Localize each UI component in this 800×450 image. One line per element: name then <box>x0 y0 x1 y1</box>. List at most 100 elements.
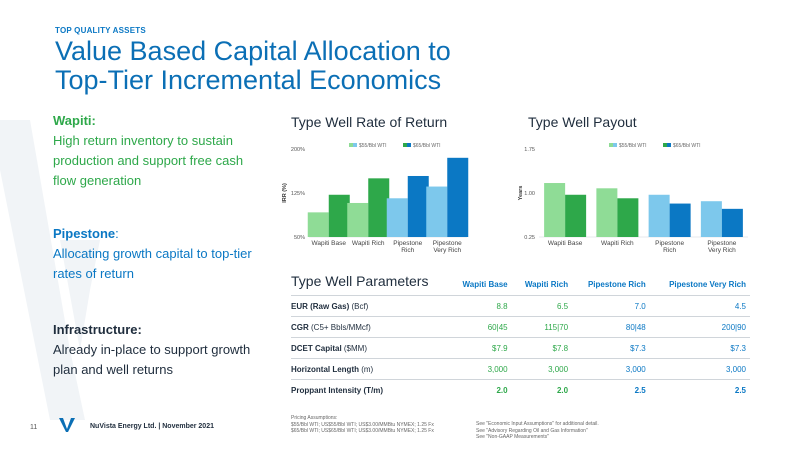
infrastructure-block: Infrastructure: Already in-place to supp… <box>53 322 263 380</box>
payout-chart-title: Type Well Payout <box>528 114 637 130</box>
col-header: Pipestone Very Rich <box>669 279 746 289</box>
y-tick-label: 0.25 <box>524 235 535 241</box>
row-unit-text: ($MM) <box>341 343 367 353</box>
params-cell: 8.8 <box>449 295 512 317</box>
legend-label: $65/Bbl WTI <box>413 143 441 149</box>
legend-swatch <box>609 143 613 147</box>
legend-label: $65/Bbl WTI <box>673 143 701 149</box>
col-header: Pipestone Rich <box>587 279 646 289</box>
params-row-label: EUR (Raw Gas) (Bcf) <box>291 295 449 317</box>
wapiti-block: Wapiti: High return inventory to sustain… <box>53 113 263 226</box>
params-row: EUR (Raw Gas) (Bcf) 8.8 6.5 7.0 4.5 <box>291 295 750 317</box>
x-tick-label: Very Rich <box>708 247 736 254</box>
pipestone-heading: Pipestone: <box>53 226 263 241</box>
params-cell: 2.5 <box>572 379 650 400</box>
title-line-2: Top-Tier Incremental Economics <box>55 65 442 95</box>
bar <box>386 198 408 237</box>
params-cell: 115|70 <box>511 316 573 338</box>
note-2: See "Advisory Regarding Oil and Gas Info… <box>476 427 588 434</box>
pricing-footnote: Pricing Assumptions: $55/Bbl WTI; US$55/… <box>291 415 434 435</box>
legend-swatch <box>663 143 667 147</box>
title-line-1: Value Based Capital Allocation to <box>55 36 451 66</box>
params-cell: $7.8 <box>511 337 573 359</box>
params-table: Wapiti Base Wapiti Rich Pipestone Rich P… <box>291 273 750 400</box>
bar <box>307 212 329 237</box>
legend-swatch <box>353 143 357 147</box>
y-tick-label: 50% <box>294 235 305 241</box>
params-cell: 2.0 <box>449 379 512 400</box>
left-column: Wapiti: High return inventory to sustain… <box>53 113 263 380</box>
params-header-row: Wapiti Base Wapiti Rich Pipestone Rich P… <box>291 273 750 296</box>
row-unit-text: (C5+ Bbls/MMcf) <box>308 322 371 332</box>
wapiti-text: High return inventory to sustain product… <box>53 133 244 188</box>
x-tick-label: Pipestone <box>393 240 422 247</box>
x-tick-label: Pipestone <box>655 240 684 247</box>
bar <box>447 157 469 237</box>
x-tick-label: Wapiti Rich <box>601 240 634 247</box>
row-label-text: CGR <box>291 322 309 332</box>
company-footer: NuVista Energy Ltd. | November 2021 <box>90 423 214 430</box>
x-tick-label: Wapiti Base <box>548 240 583 247</box>
col-header: Wapiti Rich <box>524 279 569 289</box>
bar <box>328 194 350 237</box>
bar <box>544 183 566 237</box>
notes-footnote: See "Economic Input Assumptions" for add… <box>476 421 599 441</box>
row-unit-text: (T/m) <box>361 385 384 395</box>
params-body: EUR (Raw Gas) (Bcf) 8.8 6.5 7.0 4.5 CGR (C5+ … <box>291 295 750 400</box>
legend-label: $55/Bbl WTI <box>619 143 647 149</box>
legend-swatch <box>667 143 671 147</box>
row-unit-text: (m) <box>359 364 374 374</box>
bar <box>700 201 722 237</box>
row-label-text: EUR (Raw Gas) <box>291 301 350 311</box>
pricing-line-1: $55/Bbl WTI; US$55/Bbl WTI; US$3.00/MMBt… <box>291 421 434 428</box>
params-row: Horizontal Length (m) 3,000 3,000 3,000 3,00… <box>291 358 750 380</box>
section-eyebrow: TOP QUALITY ASSETS <box>55 26 146 35</box>
params-row: DCET Capital ($MM) $7.9 $7.8 $7.3 $7.3 <box>291 337 750 359</box>
pipestone-text: Allocating growth capital to top-tier ra… <box>53 246 252 281</box>
params-cell: 3,000 <box>649 358 750 380</box>
x-tick-label: Very Rich <box>433 247 461 254</box>
nuvista-logo-icon <box>59 418 75 432</box>
x-tick-label: Wapiti Rich <box>352 240 385 247</box>
legend-swatch <box>407 143 411 147</box>
params-title: Type Well Parameters <box>291 273 429 289</box>
bar <box>669 203 691 237</box>
note-1: See "Economic Input Assumptions" for add… <box>476 421 599 427</box>
irr-chart: 200% 125% 50% IRR (%) $55/Bbl WTI $65/Bbl WTI… <box>282 143 469 254</box>
bar <box>617 198 639 237</box>
params-cell: 7.0 <box>572 295 650 317</box>
params-row-label: Horizontal Length (m) <box>291 358 449 380</box>
legend-label: $55/Bbl WTI <box>359 143 387 149</box>
row-label-text: DCET Capital <box>291 343 342 353</box>
infrastructure-label: Infrastructure: <box>53 322 142 337</box>
irr-chart-title: Type Well Rate of Return <box>291 114 448 130</box>
params-cell: 2.5 <box>649 379 750 400</box>
x-tick-label: Rich <box>401 247 414 254</box>
infrastructure-text: Already in-place to support growth plan … <box>53 342 251 377</box>
params-cell: $7.3 <box>649 337 750 359</box>
params-row-label: CGR (C5+ Bbls/MMcf) <box>291 316 449 338</box>
params-row-label: Proppant Intensity (T/m) <box>291 379 449 400</box>
y-tick-label: 1.00 <box>524 191 535 197</box>
note-3: See "Non-GAAP Measurements" <box>476 434 549 440</box>
params-cell: 200|90 <box>649 316 750 338</box>
pricing-title: Pricing Assumptions: <box>291 415 338 421</box>
params-cell: $7.9 <box>449 337 512 359</box>
background-watermark <box>0 120 100 420</box>
bar <box>407 175 429 237</box>
col-header: Wapiti Base <box>462 279 508 289</box>
bar <box>368 178 390 237</box>
y-axis-label: IRR (%) <box>282 183 288 203</box>
y-axis-label: Years <box>518 186 524 201</box>
params-cell: $7.3 <box>572 337 650 359</box>
params-cell: 2.0 <box>511 379 573 400</box>
x-tick-label: Pipestone <box>433 240 462 247</box>
x-tick-label: Rich <box>663 247 676 254</box>
legend-swatch <box>403 143 407 147</box>
page-number: 11 <box>30 424 38 431</box>
y-tick-label: 200% <box>291 147 305 153</box>
pricing-line-2: $65/Bbl WTI; US$65/Bbl WTI; US$3.00/MMBt… <box>291 428 434 434</box>
bar <box>426 186 448 237</box>
bar <box>347 202 369 237</box>
pipestone-label: Pipestone <box>53 226 116 241</box>
